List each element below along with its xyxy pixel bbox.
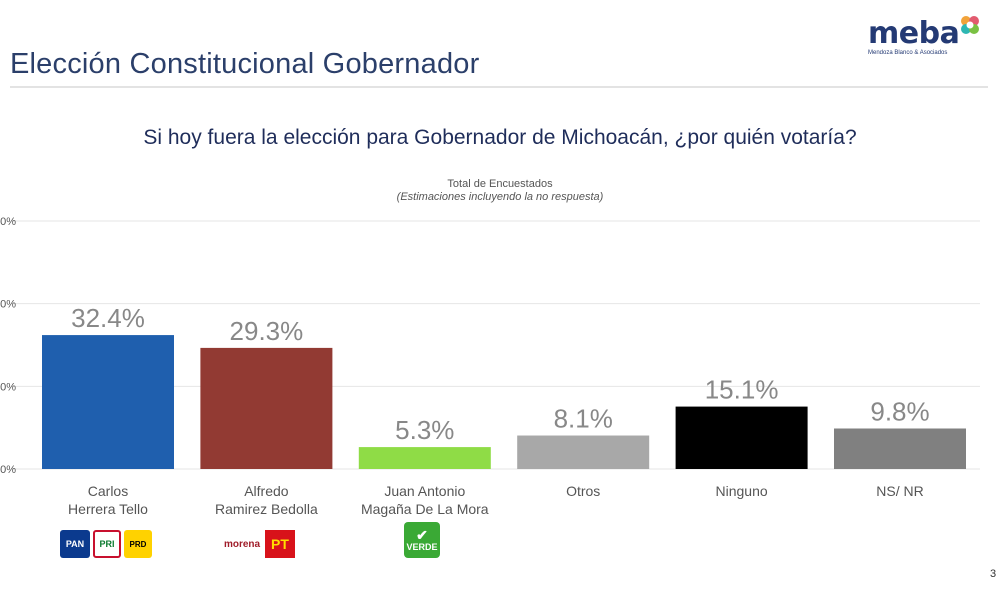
bar <box>42 335 174 469</box>
y-tick-label: 0% <box>0 464 16 476</box>
data-label: 5.3% <box>395 415 454 445</box>
bar <box>517 435 650 469</box>
y-tick-label: 20% <box>0 381 16 393</box>
alfredo-party-logos: morena PT <box>222 528 295 560</box>
data-label: 9.8% <box>870 396 929 426</box>
bar <box>200 347 333 469</box>
bar <box>675 406 808 469</box>
data-label: 15.1% <box>705 375 779 405</box>
chart-subtitle: Total de Encuestados (Estimaciones inclu… <box>0 178 1000 204</box>
data-label: 8.1% <box>554 404 613 434</box>
x-tick-label: NS/ NR <box>876 483 923 499</box>
morena-logo: morena <box>222 530 262 558</box>
y-tick-label: 60% <box>0 216 16 228</box>
verde-logo: ✔ VERDE <box>404 522 440 558</box>
prd-logo: PRD <box>124 530 152 558</box>
x-tick-label: Alfredo <box>244 483 289 499</box>
subtitle-note: (Estimaciones incluyendo la no respuesta… <box>396 191 604 203</box>
verde-label: VERDE <box>406 542 438 552</box>
logo-flower-icon <box>961 16 979 34</box>
meba-logo: meba Mendoza Blanco & Asociados <box>866 12 991 56</box>
page-number: 3 <box>990 568 997 580</box>
carlos-party-logos: PAN PRI PRD <box>60 528 152 560</box>
title-divider <box>10 86 988 88</box>
chart-question: Si hoy fuera la elección para Gobernador… <box>143 126 857 149</box>
pan-logo: PAN <box>60 530 90 558</box>
data-label: 29.3% <box>230 316 304 346</box>
x-tick-label: Otros <box>566 483 600 499</box>
pri-logo: PRI <box>93 530 121 558</box>
y-tick-label: 40% <box>0 299 16 311</box>
x-tick-label: Ramirez Bedolla <box>215 501 318 517</box>
logo-tagline: Mendoza Blanco & Asociados <box>868 50 948 56</box>
logo-wordmark: meba <box>868 16 960 51</box>
x-tick-label: Juan Antonio <box>384 483 465 499</box>
juan-party-logos: ✔ VERDE <box>404 522 440 558</box>
x-tick-label: Carlos <box>88 483 128 499</box>
bar <box>358 447 491 469</box>
subtitle-main: Total de Encuestados <box>447 178 553 190</box>
page-title: Elección Constitucional Gobernador <box>10 48 480 80</box>
x-tick-label: Ninguno <box>716 483 768 499</box>
verde-symbol-icon: ✔ <box>416 527 428 543</box>
data-label: 32.4% <box>71 303 145 333</box>
pt-logo: PT <box>265 530 295 558</box>
bar <box>834 428 966 469</box>
x-tick-label: Magaña De La Mora <box>361 501 489 517</box>
x-tick-label: Herrera Tello <box>68 501 148 517</box>
